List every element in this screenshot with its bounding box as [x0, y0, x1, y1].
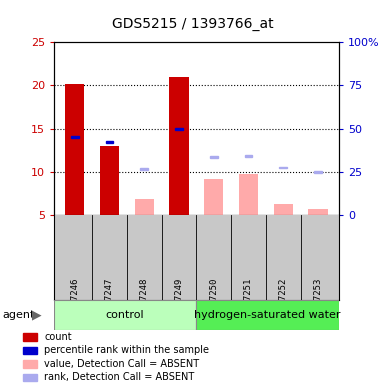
- Bar: [314, 171, 322, 173]
- Bar: [196, 300, 339, 330]
- Bar: [308, 209, 328, 215]
- Text: agent: agent: [2, 310, 34, 320]
- Text: GDS5215 / 1393766_at: GDS5215 / 1393766_at: [112, 17, 273, 31]
- Bar: [274, 204, 293, 215]
- Bar: [23, 360, 37, 367]
- Bar: [210, 156, 218, 158]
- Text: ▶: ▶: [32, 308, 42, 321]
- Text: percentile rank within the sample: percentile rank within the sample: [44, 345, 209, 356]
- Bar: [54, 300, 196, 330]
- Bar: [23, 347, 37, 354]
- Text: count: count: [44, 332, 72, 342]
- Text: value, Detection Call = ABSENT: value, Detection Call = ABSENT: [44, 359, 199, 369]
- Bar: [135, 200, 154, 215]
- Bar: [23, 333, 37, 341]
- Bar: [239, 174, 258, 215]
- Bar: [71, 136, 79, 138]
- Bar: [169, 77, 189, 215]
- Bar: [141, 168, 148, 170]
- Bar: [244, 156, 252, 157]
- Text: hydrogen-saturated water: hydrogen-saturated water: [194, 310, 341, 320]
- Bar: [280, 167, 287, 169]
- Bar: [23, 374, 37, 381]
- Text: rank, Detection Call = ABSENT: rank, Detection Call = ABSENT: [44, 372, 194, 382]
- Text: control: control: [106, 310, 144, 320]
- Bar: [204, 179, 223, 215]
- Bar: [65, 84, 84, 215]
- Bar: [175, 128, 183, 129]
- Bar: [100, 146, 119, 215]
- Bar: [105, 141, 113, 142]
